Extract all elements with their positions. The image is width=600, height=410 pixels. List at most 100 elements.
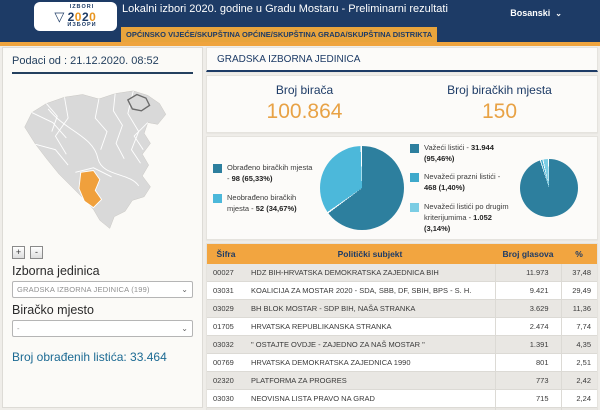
cell-subject: PLATFORMA ZA PROGRES bbox=[245, 372, 495, 390]
page-title: Lokalni izbori 2020. godine u Gradu Most… bbox=[122, 3, 454, 16]
cell-code: 02320 bbox=[207, 372, 245, 390]
results-table-body: 00027HDZ BIH-HRVATSKA DEMOKRATSKA ZAJEDN… bbox=[207, 264, 597, 410]
col-header-subject: Politički subjekt bbox=[245, 244, 495, 264]
pie-legend: Obrađeno biračkih mjesta - 98 (65,33%) Ne… bbox=[213, 162, 314, 214]
table-row: 00027HDZ BIH-HRVATSKA DEMOKRATSKA ZAJEDN… bbox=[207, 264, 597, 282]
cell-pct: 37,48 bbox=[561, 264, 597, 282]
legend-text: Važeći listići - 31.944 (95,46%) bbox=[424, 142, 511, 165]
stat-polling-stations: Broj biračkih mjesta 150 bbox=[402, 83, 597, 124]
table-row: 02320PLATFORMA ZA PROGRES7732,42 bbox=[207, 372, 597, 390]
col-header-code: Šifra bbox=[207, 244, 245, 264]
legend-item: Nevažeći prazni listići - 468 (1,40%) bbox=[410, 171, 511, 194]
stat-voters: Broj birača 100.864 bbox=[207, 83, 402, 124]
cell-code: 03031 bbox=[207, 282, 245, 300]
cell-code: 03029 bbox=[207, 300, 245, 318]
legend-swatch-icon bbox=[410, 203, 419, 212]
language-selector[interactable]: Bosanski⌄ bbox=[510, 8, 562, 18]
legend-swatch-icon bbox=[410, 173, 419, 182]
data-as-of-label: Podaci od : 21.12.2020. 08:52 bbox=[12, 55, 193, 74]
legend-swatch-icon bbox=[213, 194, 222, 203]
charts-panel: Obrađeno biračkih mjesta - 98 (65,33%) Ne… bbox=[206, 136, 598, 240]
main-content: GRADSKA IZBORNA JEDINICA Broj birača 100… bbox=[206, 47, 598, 410]
logo-text-bottom: ИЗБОРИ bbox=[67, 23, 96, 29]
station-label: Biračko mjesto bbox=[12, 303, 193, 317]
cell-votes: 9.421 bbox=[495, 282, 561, 300]
cell-pct: 2,24 bbox=[561, 390, 597, 408]
table-row: 03031KOALICIJA ZA MOSTAR 2020 - SDA, SBB… bbox=[207, 282, 597, 300]
tab-opcinsko-vijece[interactable]: OPĆINSKO VIJEĆE/SKUPŠTINA OPĆINE/SKUPŠTI… bbox=[121, 27, 437, 42]
stat-voters-value: 100.864 bbox=[207, 100, 402, 124]
cell-votes: 801 bbox=[495, 354, 561, 372]
table-row: 03030NEOVISNA LISTA PRAVO NA GRAD7152,24 bbox=[207, 390, 597, 408]
cell-pct: 4,35 bbox=[561, 336, 597, 354]
page: ▽ IZBORI 2020 ИЗБОРИ Lokalni izbori 2020… bbox=[0, 0, 600, 410]
section-title: GRADSKA IZBORNA JEDINICA bbox=[206, 47, 598, 72]
cell-code: 00027 bbox=[207, 264, 245, 282]
table-row: 01705HRVATSKA REPUBLIKANSKA STRANKA2.474… bbox=[207, 318, 597, 336]
legend-item: Neobrađeno biračkih mjesta - 52 (34,67%) bbox=[213, 192, 314, 215]
pie-chart bbox=[520, 159, 578, 217]
table-row: 00769HRVATSKA DEMOKRATSKA ZAJEDNICA 1990… bbox=[207, 354, 597, 372]
processed-ballots-label: Broj obrađenih listića: 33.464 bbox=[12, 350, 193, 364]
app-header: ▽ IZBORI 2020 ИЗБОРИ Lokalni izbori 2020… bbox=[0, 0, 600, 42]
legend-swatch-icon bbox=[213, 164, 222, 173]
pie-legend: Važeći listići - 31.944 (95,46%) Nevažeći… bbox=[410, 142, 511, 235]
map-country-shape[interactable] bbox=[25, 91, 166, 229]
cell-votes: 3.629 bbox=[495, 300, 561, 318]
stat-polling-stations-label: Broj biračkih mjesta bbox=[402, 83, 597, 97]
unit-label: Izborna jedinica bbox=[12, 264, 193, 278]
table-header-row: Šifra Politički subjekt Broj glasova % bbox=[207, 244, 597, 264]
legend-item: Važeći listići - 31.944 (95,46%) bbox=[410, 142, 511, 165]
map-zoom-controls: + - bbox=[12, 246, 193, 259]
logo-triangle-icon: ▽ bbox=[54, 10, 64, 23]
col-header-votes: Broj glasova bbox=[495, 244, 561, 264]
logo-year: 2020 bbox=[68, 11, 97, 23]
cell-pct: 29,49 bbox=[561, 282, 597, 300]
legend-item: Obrađeno biračkih mjesta - 98 (65,33%) bbox=[213, 162, 314, 185]
col-header-pct: % bbox=[561, 244, 597, 264]
cell-code: 03032 bbox=[207, 336, 245, 354]
cell-subject: HDZ BIH-HRVATSKA DEMOKRATSKA ZAJEDNICA B… bbox=[245, 264, 495, 282]
table-row: 03032" OSTAJTE OVDJE - ZAJEDNO ZA NAŠ MO… bbox=[207, 336, 597, 354]
cell-pct: 2,51 bbox=[561, 354, 597, 372]
map-zoom-in-button[interactable]: + bbox=[12, 246, 25, 259]
legend-text: Neobrađeno biračkih mjesta - 52 (34,67%) bbox=[227, 192, 314, 215]
cell-subject: HRVATSKA DEMOKRATSKA ZAJEDNICA 1990 bbox=[245, 354, 495, 372]
pie-chart bbox=[320, 146, 404, 230]
language-label: Bosanski bbox=[510, 8, 550, 18]
bih-map-svg[interactable] bbox=[12, 77, 193, 245]
table-row: 03029BH BLOK MOSTAR - SDP BIH, NAŠA STRA… bbox=[207, 300, 597, 318]
legend-text: Obrađeno biračkih mjesta - 98 (65,33%) bbox=[227, 162, 314, 185]
chevron-down-icon: ⌄ bbox=[181, 324, 188, 333]
cell-votes: 11.973 bbox=[495, 264, 561, 282]
stat-polling-stations-value: 150 bbox=[402, 100, 597, 124]
app-logo: ▽ IZBORI 2020 ИЗБОРИ bbox=[34, 2, 117, 31]
cell-votes: 773 bbox=[495, 372, 561, 390]
sidebar: Podaci od : 21.12.2020. 08:52 bbox=[2, 47, 203, 408]
results-table: Šifra Politički subjekt Broj glasova % 0… bbox=[207, 244, 597, 410]
bih-map[interactable] bbox=[12, 77, 193, 245]
cell-subject: " OSTAJTE OVDJE - ZAJEDNO ZA NAŠ MOSTAR … bbox=[245, 336, 495, 354]
cell-votes: 1.391 bbox=[495, 336, 561, 354]
cell-pct: 2,42 bbox=[561, 372, 597, 390]
cell-pct: 7,74 bbox=[561, 318, 597, 336]
cell-votes: 715 bbox=[495, 390, 561, 408]
stat-voters-label: Broj birača bbox=[207, 83, 402, 97]
cell-code: 03030 bbox=[207, 390, 245, 408]
cell-code: 00769 bbox=[207, 354, 245, 372]
cell-subject: NEOVISNA LISTA PRAVO NA GRAD bbox=[245, 390, 495, 408]
header-accent-bar bbox=[0, 42, 600, 46]
cell-code: 01705 bbox=[207, 318, 245, 336]
legend-swatch-icon bbox=[410, 144, 419, 153]
unit-select[interactable]: GRADSKA IZBORNA JEDINICA (199) ⌄ bbox=[12, 281, 193, 298]
legend-text: Nevažeći listići po drugim kriterijumima… bbox=[424, 201, 511, 235]
unit-select-value: GRADSKA IZBORNA JEDINICA (199) bbox=[17, 285, 150, 294]
station-select[interactable]: - ⌄ bbox=[12, 320, 193, 337]
cell-subject: KOALICIJA ZA MOSTAR 2020 - SDA, SBB, DF,… bbox=[245, 282, 495, 300]
legend-text: Nevažeći prazni listići - 468 (1,40%) bbox=[424, 171, 511, 194]
pie-ballots: Važeći listići - 31.944 (95,46%) Nevažeći… bbox=[410, 142, 591, 235]
cell-subject: HRVATSKA REPUBLIKANSKA STRANKA bbox=[245, 318, 495, 336]
stats-panel: Broj birača 100.864 Broj biračkih mjesta… bbox=[206, 75, 598, 133]
map-zoom-out-button[interactable]: - bbox=[30, 246, 43, 259]
cell-pct: 11,36 bbox=[561, 300, 597, 318]
